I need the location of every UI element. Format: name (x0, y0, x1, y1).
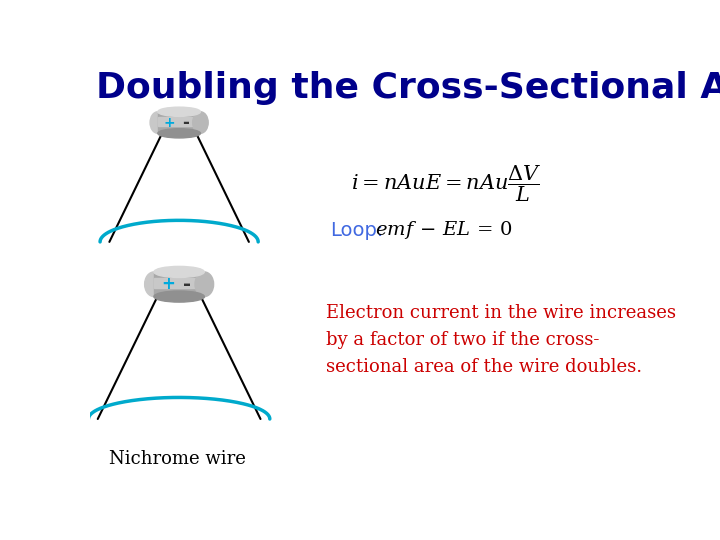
Ellipse shape (158, 129, 200, 138)
Bar (154, 278, 204, 288)
Ellipse shape (195, 272, 214, 296)
Text: Doubling the Cross-Sectional Area: Doubling the Cross-Sectional Area (96, 71, 720, 105)
Text: Electron current in the wire increases
by a factor of two if the cross-
sectiona: Electron current in the wire increases b… (326, 303, 676, 376)
Ellipse shape (145, 272, 163, 296)
Text: $i = nAuE = nAu\dfrac{\Delta V}{L}$: $i = nAuE = nAu\dfrac{\Delta V}{L}$ (351, 164, 541, 205)
Bar (158, 112, 200, 133)
Ellipse shape (154, 266, 204, 278)
Ellipse shape (150, 112, 166, 133)
Text: +: + (161, 275, 175, 293)
Bar (154, 272, 204, 296)
Text: $\mathit{emf}$$\,-\,\mathit{EL}\,=\,0$: $\mathit{emf}$$\,-\,\mathit{EL}\,=\,0$ (375, 219, 513, 241)
Bar (158, 117, 200, 126)
Ellipse shape (158, 107, 200, 117)
Text: -: - (183, 275, 191, 294)
Text: +: + (164, 116, 176, 130)
Text: Nichrome wire: Nichrome wire (109, 450, 246, 468)
Text: Loop:: Loop: (330, 221, 384, 240)
Ellipse shape (193, 112, 208, 133)
Ellipse shape (154, 291, 204, 302)
Text: -: - (182, 113, 189, 132)
